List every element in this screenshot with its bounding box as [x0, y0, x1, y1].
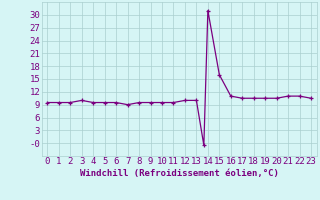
X-axis label: Windchill (Refroidissement éolien,°C): Windchill (Refroidissement éolien,°C): [80, 169, 279, 178]
